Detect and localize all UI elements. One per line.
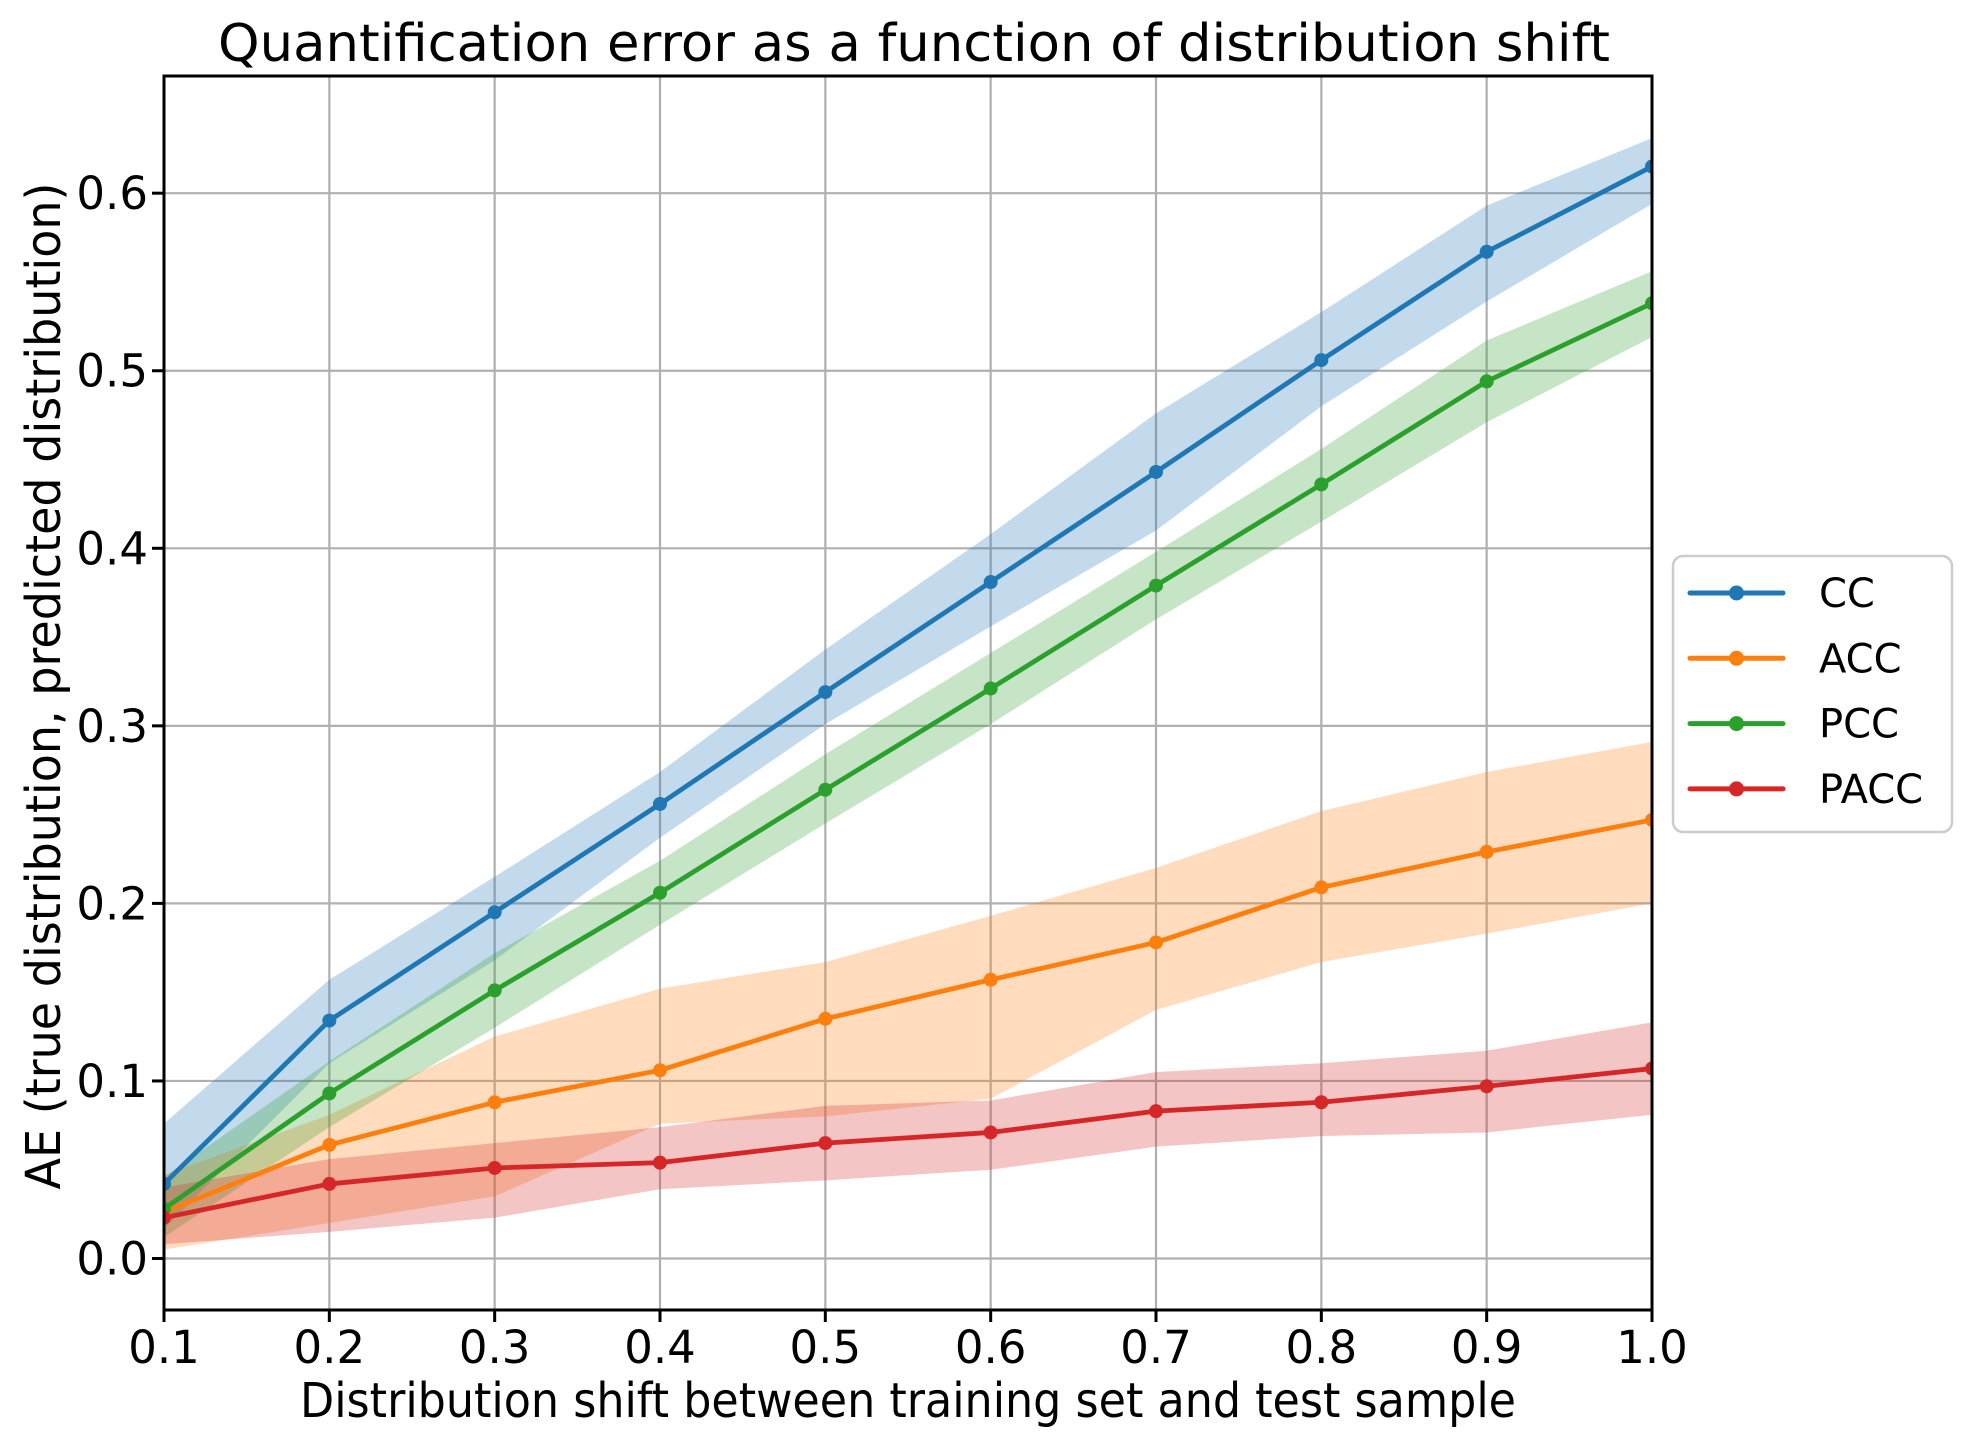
marker-CC xyxy=(1149,464,1163,479)
marker-CC xyxy=(653,796,667,811)
marker-CC xyxy=(164,1176,171,1191)
x-tick-label: 0.1 xyxy=(128,1321,200,1374)
marker-PACC xyxy=(983,1125,998,1140)
chart-title: Quantification error as a function of di… xyxy=(218,14,1610,74)
marker-PCC xyxy=(487,983,502,998)
marker-PCC xyxy=(653,885,667,900)
marker-CC xyxy=(983,575,998,590)
x-tick-label: 0.4 xyxy=(624,1321,696,1374)
marker-PACC xyxy=(1645,1061,1652,1076)
legend-label: CC xyxy=(1819,571,1875,617)
legend-marker xyxy=(1729,716,1744,732)
marker-PCC xyxy=(1645,296,1652,311)
y-tick-label: 0.0 xyxy=(76,1233,148,1286)
legend-entry-PACC: PACC xyxy=(1687,767,1923,813)
legend-label: PCC xyxy=(1819,702,1899,748)
marker-CC xyxy=(1645,159,1652,174)
band-PCC xyxy=(164,271,1652,1238)
marker-CC xyxy=(818,685,833,700)
axis-ticks xyxy=(152,191,1654,1322)
marker-CC xyxy=(1479,244,1494,259)
confidence-bands xyxy=(164,138,1652,1250)
y-tick-label: 0.3 xyxy=(76,700,148,753)
plot-frame xyxy=(162,74,1654,1312)
marker-PACC xyxy=(818,1136,833,1151)
series-markers xyxy=(164,159,1652,1225)
legend-entry-ACC: ACC xyxy=(1687,636,1902,682)
marker-PACC xyxy=(1314,1095,1329,1110)
y-tick-label: 0.1 xyxy=(76,1055,148,1108)
marker-PCC xyxy=(1479,374,1494,389)
marker-ACC xyxy=(983,972,998,987)
markers-PACC xyxy=(164,1061,1652,1225)
legend-marker xyxy=(1729,585,1744,601)
legend-marker xyxy=(1729,650,1744,666)
x-tick-labels: 0.1 0.2 0.3 0.4 0.5 0.6 0.7 0.8 0.9 1.0 xyxy=(128,1321,1688,1374)
x-tick-label: 0.8 xyxy=(1286,1321,1358,1374)
x-tick-label: 0.6 xyxy=(955,1321,1027,1374)
legend-entry-CC: CC xyxy=(1687,571,1875,617)
marker-ACC xyxy=(1314,880,1329,895)
marker-PACC xyxy=(487,1160,502,1175)
series-line-ACC xyxy=(164,817,1652,1215)
marker-ACC xyxy=(1479,844,1494,859)
marker-ACC xyxy=(653,1063,667,1078)
y-tick-label: 0.6 xyxy=(76,167,148,220)
series-line-CC xyxy=(164,164,1652,1187)
marker-PCC xyxy=(1149,578,1163,593)
x-tick-label: 0.3 xyxy=(459,1321,531,1374)
x-tick-label: 0.2 xyxy=(294,1321,366,1374)
marker-PCC xyxy=(983,681,998,696)
markers-CC xyxy=(164,159,1652,1191)
y-axis-label: AE (true distribution, predicted distrib… xyxy=(16,183,72,1190)
x-axis-label: Distribution shift between training set … xyxy=(300,1373,1516,1429)
marker-PCC xyxy=(818,782,833,797)
marker-PACC xyxy=(322,1176,337,1191)
series-line-PACC xyxy=(164,1066,1652,1221)
legend-marker xyxy=(1729,781,1744,797)
marker-PACC xyxy=(1149,1104,1163,1119)
series-line-PCC xyxy=(164,300,1652,1212)
legend-label: PACC xyxy=(1819,767,1923,813)
marker-PCC xyxy=(1314,477,1329,492)
marker-CC xyxy=(1314,353,1329,368)
marker-PCC xyxy=(322,1086,337,1101)
markers-PCC xyxy=(164,296,1652,1216)
legend-entry-PCC: PCC xyxy=(1687,702,1899,748)
marker-ACC xyxy=(818,1011,833,1026)
series-lines xyxy=(164,164,1652,1221)
band-PACC xyxy=(164,1022,1652,1245)
band-CC xyxy=(164,138,1652,1229)
band-ACC xyxy=(164,741,1652,1250)
marker-ACC xyxy=(322,1137,337,1152)
y-tick-label: 0.2 xyxy=(76,877,148,930)
x-tick-label: 0.9 xyxy=(1451,1321,1523,1374)
marker-ACC xyxy=(487,1095,502,1110)
marker-PACC xyxy=(164,1210,171,1225)
marker-ACC xyxy=(1149,935,1163,950)
legend-label: ACC xyxy=(1819,636,1902,682)
marker-CC xyxy=(487,905,502,920)
marker-CC xyxy=(322,1013,337,1028)
y-tick-label: 0.4 xyxy=(76,522,148,575)
legend-box xyxy=(1671,554,1954,834)
marker-PACC xyxy=(1479,1079,1494,1094)
x-tick-label: 0.5 xyxy=(790,1321,862,1374)
y-tick-labels: 0.0 0.1 0.2 0.3 0.4 0.5 0.6 xyxy=(76,167,148,1285)
marker-ACC xyxy=(1645,812,1652,827)
legend: CC ACC PCC PACC xyxy=(1671,554,1954,834)
y-tick-label: 0.5 xyxy=(76,345,148,398)
x-tick-label: 0.7 xyxy=(1120,1321,1192,1374)
markers-ACC xyxy=(164,812,1652,1220)
marker-PACC xyxy=(653,1155,667,1170)
x-tick-label: 1.0 xyxy=(1616,1321,1688,1374)
